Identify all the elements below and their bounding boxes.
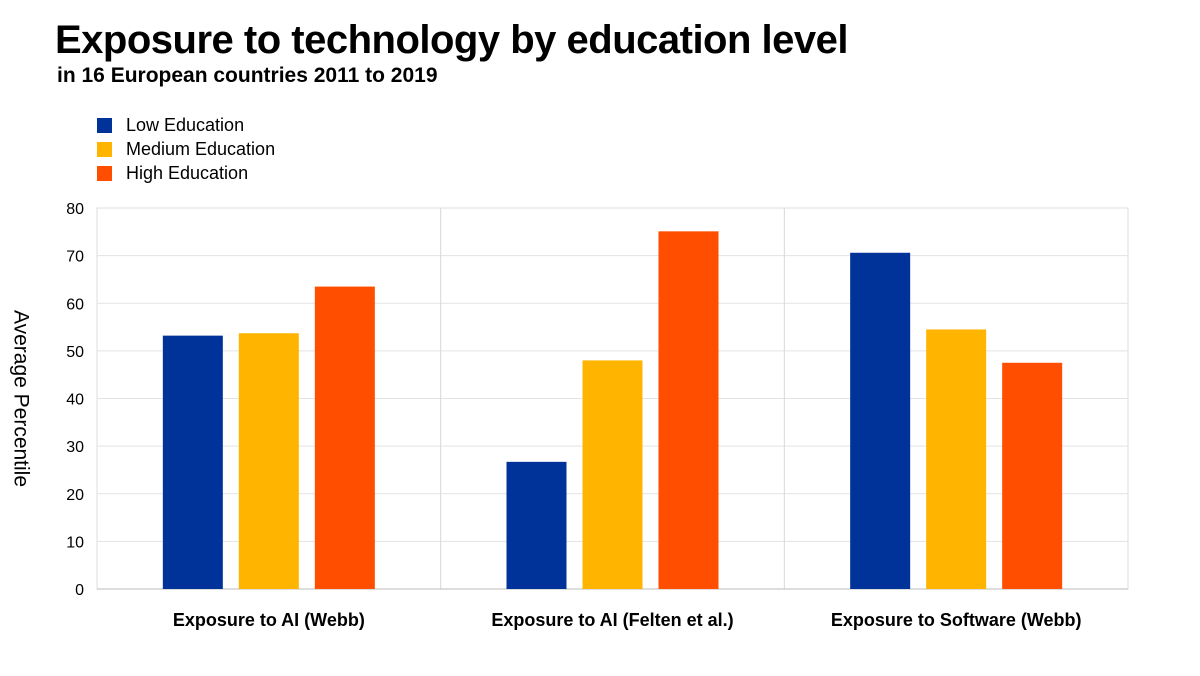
y-tick-label: 50 [66,344,84,361]
y-tick-label: 80 [66,201,84,218]
legend-item-low: Low Education [97,113,275,137]
y-tick-label: 30 [66,439,84,456]
y-axis-label: Average Percentile [9,310,32,487]
y-tick-label: 60 [66,296,84,313]
y-tick-label: 0 [75,582,84,599]
bar-medium-education [238,333,299,589]
legend-swatch-medium [97,141,112,157]
y-tick-label: 40 [66,392,84,409]
bar-low-education [506,461,567,589]
legend-swatch-high [97,165,112,181]
chart-subtitle: in 16 European countries 2011 to 2019 [57,64,438,87]
x-category-label: Exposure to Software (Webb) [831,610,1082,630]
y-tick-label: 20 [66,487,84,504]
bar-medium-education [582,360,643,589]
x-category-label: Exposure to AI (Felten et al.) [491,610,733,630]
bar-high-education [1002,362,1063,589]
x-category-label: Exposure to AI (Webb) [173,610,365,630]
chart-title: Exposure to technology by education leve… [55,18,849,62]
bar-high-education [658,231,719,589]
legend-item-high: High Education [97,161,275,185]
legend: Low Education Medium Education High Educ… [97,113,275,185]
y-tick-label: 70 [66,249,84,266]
bar-high-education [314,286,375,589]
y-tick-label: 10 [66,534,84,551]
legend-item-medium: Medium Education [97,137,275,161]
legend-label-medium: Medium Education [126,138,276,159]
bar-low-education [850,252,911,589]
legend-label-low: Low Education [126,114,245,135]
bar-low-education [162,335,223,589]
legend-label-high: High Education [126,162,249,183]
bar-medium-education [926,329,987,589]
legend-swatch-low [97,117,112,133]
